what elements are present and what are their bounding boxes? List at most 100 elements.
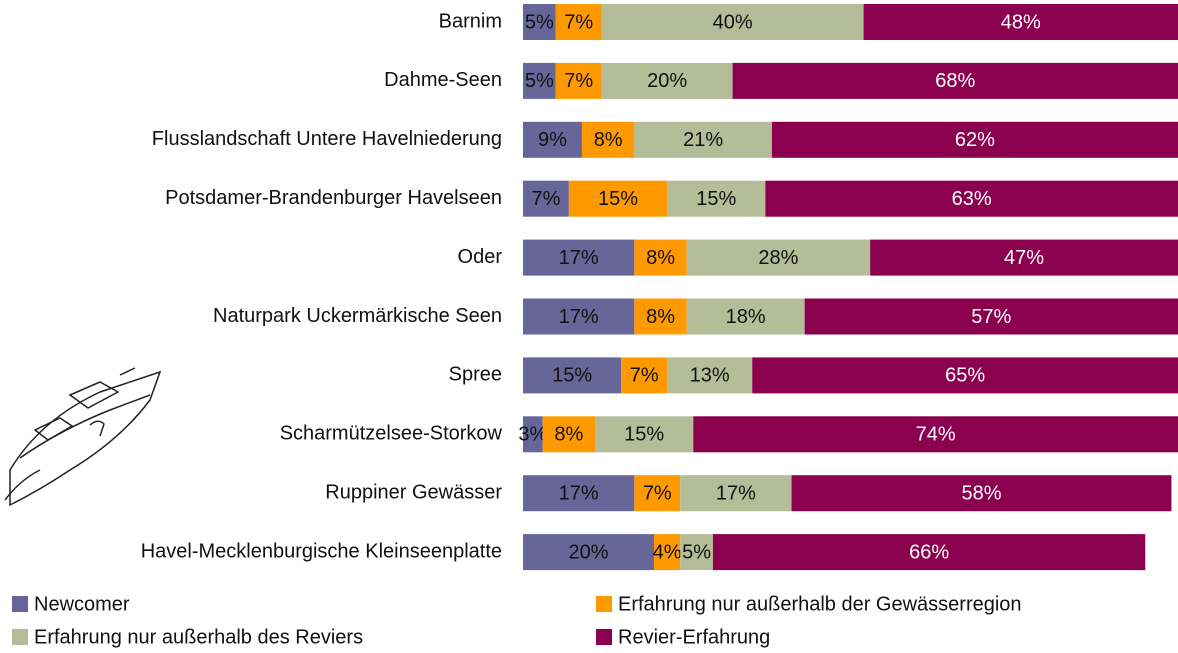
bar-segment (863, 4, 1178, 40)
bar-segment (732, 62, 1178, 99)
bar-segment (634, 239, 687, 276)
bar-segment (555, 4, 602, 40)
bar-segment (595, 416, 694, 453)
category-label: Scharmützelsee-Storkow (280, 423, 503, 445)
data-label: 57% (971, 306, 1011, 328)
data-label: 66% (909, 541, 949, 563)
data-label: 17% (559, 306, 599, 328)
data-label: 13% (690, 365, 730, 387)
bar-segment (601, 4, 864, 40)
data-label: 8% (646, 247, 675, 269)
category-label: Ruppiner Gewässer (325, 481, 502, 503)
bar-segment (634, 298, 687, 335)
bar-segment (680, 475, 792, 512)
data-label: 5% (525, 11, 554, 33)
data-label: 7% (630, 365, 659, 387)
data-label: 62% (955, 129, 995, 151)
bar-segment (686, 239, 871, 276)
legend-label: Revier-Erfahrung (618, 626, 770, 648)
category-label: Dahme-Seen (384, 69, 502, 91)
legend-label: Newcomer (34, 593, 130, 615)
boat-illustration (4, 367, 162, 507)
data-label: 8% (554, 424, 583, 446)
bar-segment (771, 121, 1178, 158)
category-label: Potsdamer-Brandenburger Havelseen (165, 187, 502, 209)
category-label: Naturpark Uckermärkische Seen (213, 305, 502, 327)
data-label: 74% (916, 424, 956, 446)
data-label: 18% (726, 306, 766, 328)
data-label: 65% (945, 365, 985, 387)
category-label: Oder (458, 246, 503, 268)
legend-label: Erfahrung nur außerhalb des Reviers (34, 626, 363, 648)
data-label: 47% (1004, 247, 1044, 269)
data-label: 17% (559, 247, 599, 269)
bar-segment (523, 298, 635, 335)
bar-segment (667, 357, 753, 394)
data-label: 5% (682, 541, 711, 563)
data-label: 15% (696, 188, 736, 210)
data-label: 9% (538, 129, 567, 151)
legend-swatch (12, 629, 28, 645)
data-label: 7% (564, 11, 593, 33)
data-label: 20% (568, 541, 608, 563)
bar-segment (765, 180, 1178, 217)
bar-segment (523, 475, 635, 512)
data-label: 68% (935, 70, 975, 92)
data-label: 7% (643, 482, 672, 504)
category-label: Havel-Mecklenburgische Kleinseenplatte (141, 540, 502, 562)
legend-swatch (596, 629, 612, 645)
bar-segment (634, 121, 772, 158)
bar-segment (523, 180, 569, 217)
data-label: 21% (683, 129, 723, 151)
bar-segment (712, 534, 1146, 571)
bar-segment (568, 180, 668, 217)
data-label: 5% (525, 70, 554, 92)
bar-segment (752, 357, 1178, 394)
bar-segment (621, 357, 668, 394)
bar-segment (654, 534, 681, 571)
data-label: 48% (1001, 11, 1041, 33)
bar-segment (523, 62, 556, 99)
data-label: 63% (952, 188, 992, 210)
legend-swatch (596, 596, 612, 612)
data-label: 15% (552, 365, 592, 387)
data-label: 7% (564, 70, 593, 92)
category-label: Barnim (439, 10, 502, 32)
bar-segment (523, 416, 543, 453)
bar-segment (523, 239, 635, 276)
bar-segment (542, 416, 596, 453)
data-label: 4% (653, 541, 682, 563)
bar-segment (686, 298, 805, 335)
bar-segment (804, 298, 1178, 335)
data-label: 20% (647, 70, 687, 92)
bar-segment (523, 357, 622, 394)
data-label: 17% (716, 482, 756, 504)
data-label: 17% (559, 482, 599, 504)
bar-segment (870, 239, 1178, 276)
bar-segment (693, 416, 1178, 453)
bar-segment (791, 475, 1172, 512)
data-label: 3% (518, 424, 547, 446)
data-label: 15% (624, 424, 664, 446)
bar-segment (667, 180, 766, 217)
bar-segment (581, 121, 635, 158)
data-label: 8% (594, 129, 623, 151)
bar-segment (523, 534, 654, 571)
bar-segment (523, 121, 582, 158)
bar-segment (555, 62, 602, 99)
data-label: 8% (646, 306, 675, 328)
data-label: 40% (713, 11, 753, 33)
category-label: Spree (449, 364, 502, 386)
bar-segment (523, 4, 556, 40)
legend-label: Erfahrung nur außerhalb der Gewässerregi… (618, 593, 1022, 615)
data-label: 28% (758, 247, 798, 269)
legend-swatch (12, 596, 28, 612)
bar-segment (634, 475, 681, 512)
bar-segment (680, 534, 713, 571)
category-label: Flusslandschaft Untere Havelniederung (152, 128, 502, 150)
bar-segment (601, 62, 733, 99)
data-label: 15% (598, 188, 638, 210)
data-label: 58% (961, 482, 1001, 504)
data-label: 7% (531, 188, 560, 210)
